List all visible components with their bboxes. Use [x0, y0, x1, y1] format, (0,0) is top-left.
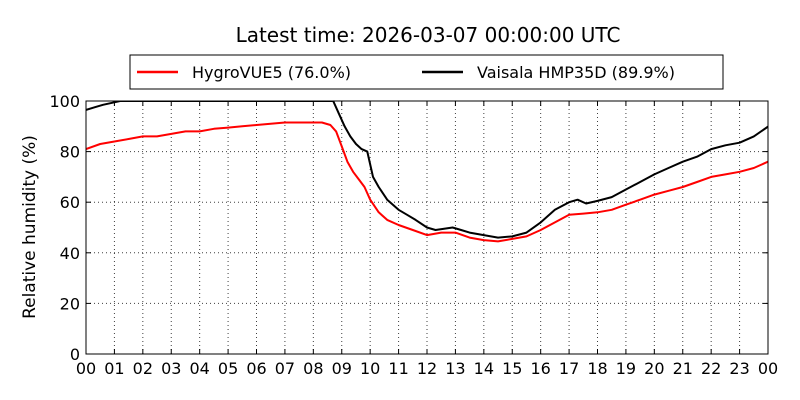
x-tick-label: 06 — [246, 359, 266, 378]
legend-label-hmp35d: Vaisala HMP35D (89.9%) — [477, 63, 675, 82]
y-tick-label: 40 — [60, 244, 80, 263]
grid-lines — [86, 101, 768, 354]
x-tick-label: 02 — [133, 359, 153, 378]
x-tick-label: 15 — [502, 359, 522, 378]
series-line-hmp35d — [86, 101, 768, 239]
y-tick-label: 20 — [60, 294, 80, 313]
series-lines — [86, 101, 768, 243]
x-tick-label: 11 — [388, 359, 408, 378]
x-tick-label: 17 — [559, 359, 579, 378]
x-tick-label: 13 — [445, 359, 465, 378]
x-tick-label: 16 — [530, 359, 550, 378]
x-tick-label: 00 — [758, 359, 778, 378]
x-tick-label: 19 — [616, 359, 636, 378]
y-tick-label: 80 — [60, 143, 80, 162]
x-tick-label: 05 — [218, 359, 238, 378]
x-tick-label: 10 — [360, 359, 380, 378]
x-tick-label: 23 — [729, 359, 749, 378]
y-tick-label: 60 — [60, 193, 80, 212]
x-tick-label: 20 — [644, 359, 664, 378]
legend-label-hygrovue5: HygroVUE5 (76.0%) — [192, 63, 351, 82]
chart-legend: HygroVUE5 (76.0%) Vaisala HMP35D (89.9%) — [129, 54, 724, 90]
x-tick-label: 03 — [161, 359, 181, 378]
x-tick-label: 00 — [76, 359, 96, 378]
x-tick-label: 18 — [587, 359, 607, 378]
x-tick-label: 22 — [701, 359, 721, 378]
chart-title: Latest time: 2026-03-07 00:00:00 UTC — [236, 23, 621, 47]
x-tick-label: 09 — [332, 359, 352, 378]
x-tick-label: 04 — [189, 359, 209, 378]
series-line-hygrovue5 — [86, 121, 768, 243]
x-tick-label: 07 — [275, 359, 295, 378]
y-tick-label: 100 — [49, 92, 80, 111]
x-tick-label: 14 — [474, 359, 494, 378]
y-axis-label: Relative humidity (%) — [20, 135, 40, 319]
y-tick-label: 0 — [70, 345, 80, 364]
x-tick-label: 01 — [104, 359, 124, 378]
x-tick-label: 08 — [303, 359, 323, 378]
axis-ticks: 00 01 02 03 04 05 06 07 08 09 10 11 12 13 14 15 16 17 18 19… — [49, 92, 778, 378]
x-tick-label: 21 — [673, 359, 693, 378]
x-tick-label: 12 — [417, 359, 437, 378]
